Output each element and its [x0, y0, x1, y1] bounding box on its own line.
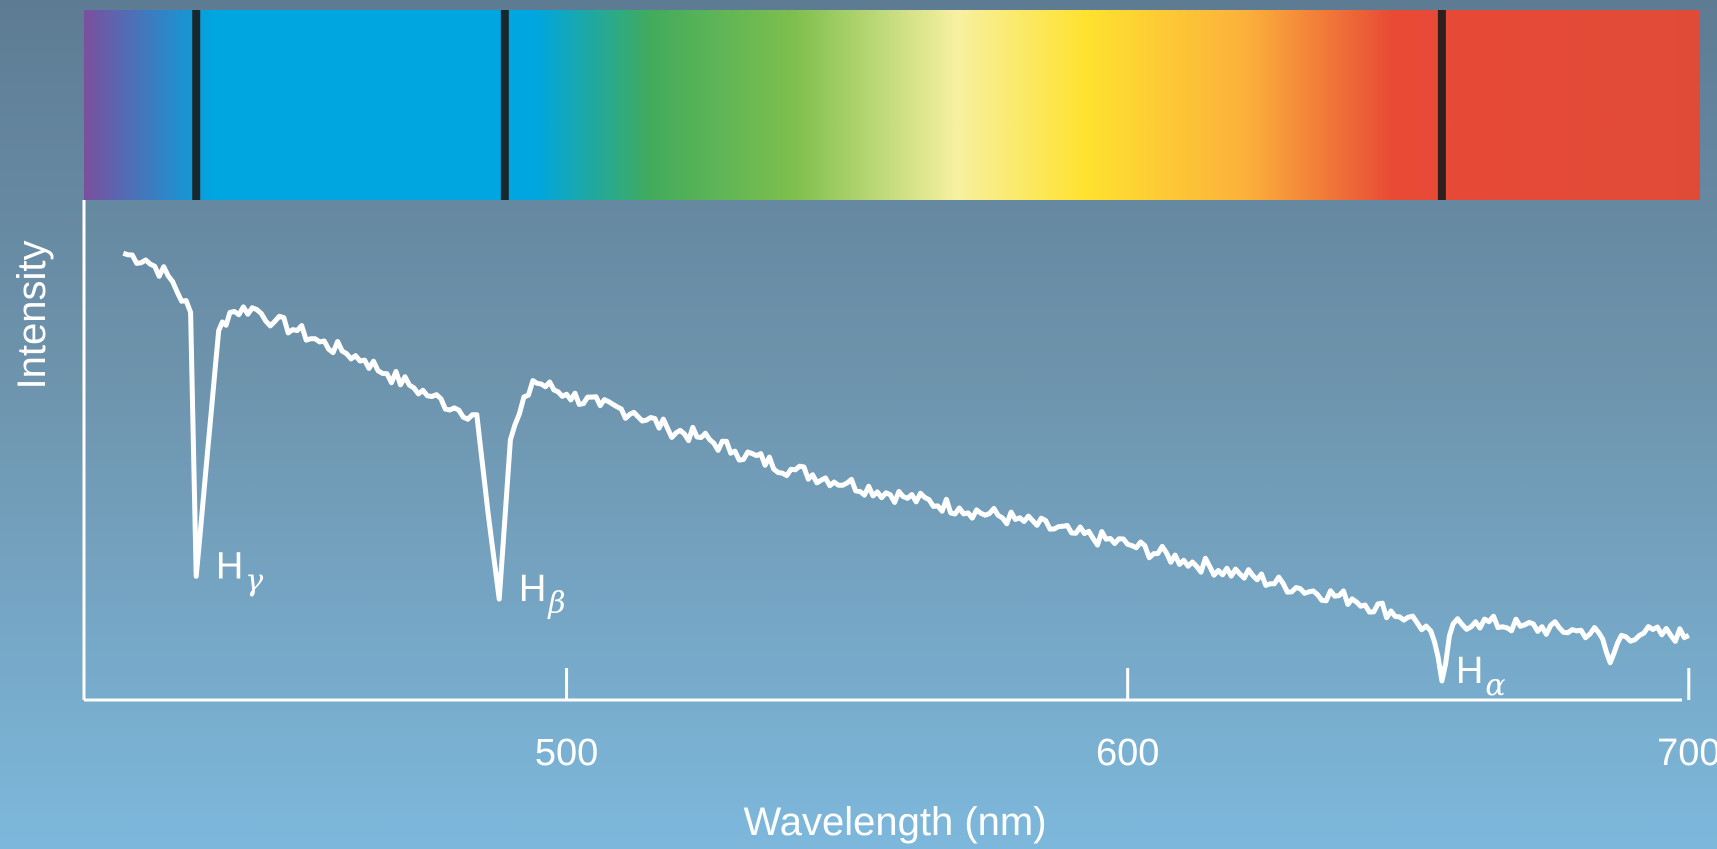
y-axis-label: Intensity: [10, 241, 54, 390]
line-label-γ: Hγ: [216, 545, 263, 598]
x-tick-label-700: 700: [1657, 732, 1717, 774]
x-tick-label-600: 600: [1096, 732, 1159, 774]
chart-axes: [82, 200, 1682, 702]
line-annotations: Hγ Hβ Hα: [216, 545, 1506, 703]
line-label-β: Hβ: [519, 568, 566, 621]
x-axis-label: Wavelength (nm): [743, 800, 1046, 844]
absorption-line: [500, 10, 509, 200]
x-axis-tick-labels: 500 600 700: [535, 732, 1717, 774]
x-axis-ticks: [565, 668, 1691, 700]
absorption-line: [1437, 10, 1446, 200]
intensity-series-line: [122, 250, 1690, 684]
x-tick-label-500: 500: [535, 732, 598, 774]
absorption-line: [192, 10, 201, 200]
line-label-α: Hα: [1456, 650, 1506, 703]
color-spectrum-band: [84, 10, 1700, 200]
spectrum-rect: [84, 10, 1700, 200]
